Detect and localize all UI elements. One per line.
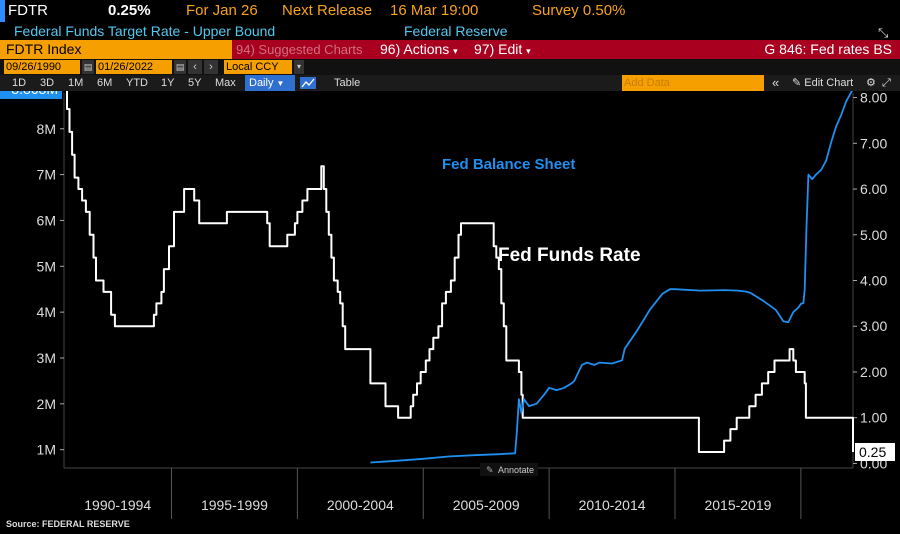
fed-balance-sheet-line: [370, 91, 853, 464]
expand-icon[interactable]: ⤡: [878, 25, 889, 40]
right-tick-label: 4.00: [860, 273, 887, 289]
left-tick-label: 8M: [37, 121, 56, 137]
period-1d[interactable]: 1D: [12, 77, 27, 89]
date-range-bar: 09/26/1990 ▤ 01/26/2022 ▤ ‹ › Local CCY …: [0, 59, 900, 75]
previous-period-button[interactable]: ‹: [188, 60, 202, 74]
suggested-charts-button[interactable]: 94) Suggested Charts: [236, 42, 363, 57]
right-last-value-badge: [855, 442, 895, 461]
line-chart-glyph: [301, 78, 315, 88]
annotate-button-bg: [480, 463, 538, 476]
period-ytd[interactable]: YTD: [126, 77, 148, 89]
right-tick-label: 3.00: [860, 318, 887, 334]
x-tick-label: 2015-2019: [704, 497, 771, 513]
period-max[interactable]: Max: [215, 77, 236, 89]
pencil-icon: ✎: [486, 465, 494, 475]
survey-label: Survey 0.50%: [532, 2, 626, 19]
annotation-fed-funds-rate: Fed Funds Rate: [498, 245, 641, 266]
right-axis: 0.001.002.003.004.005.006.007.008.00: [853, 91, 887, 471]
chevron-down-icon: ▾: [453, 46, 458, 56]
period-6m[interactable]: 6M: [97, 77, 113, 89]
right-tick-label: 5.00: [860, 227, 887, 243]
chevron-down-icon[interactable]: ▾: [294, 60, 304, 74]
actions-menu[interactable]: 96) Actions ▾: [380, 40, 458, 59]
left-tick-label: 3M: [37, 350, 56, 366]
header-bar: FDTR 0.25% For Jan 26 Next Release 16 Ma…: [0, 0, 900, 22]
chart: 1990-1994 1995-1999 2000-2004 2005-2009 2010…: [0, 91, 900, 519]
ticker-marker: [0, 0, 5, 22]
last-value-labels: 8.868M 0.25: [0, 91, 895, 461]
start-date-field[interactable]: 09/26/1990: [4, 60, 80, 74]
command-bar: FDTR Index 94) Suggested Charts 96) Acti…: [0, 40, 900, 59]
period-1y[interactable]: 1Y: [161, 77, 175, 89]
header-description-bar: Federal Funds Target Rate - Upper Bound …: [0, 22, 900, 40]
next-release-label: Next Release: [282, 2, 373, 19]
x-tick-label: 2010-2014: [579, 497, 646, 513]
frequency-label: Daily: [249, 77, 274, 89]
next-period-button[interactable]: ›: [204, 60, 218, 74]
currency-select[interactable]: Local CCY: [224, 60, 292, 74]
chevron-down-icon: ▾: [526, 46, 531, 56]
ticker-value: 0.25%: [108, 2, 151, 19]
add-data-input[interactable]: Add Data: [622, 75, 764, 91]
right-tick-label: 2.00: [860, 364, 887, 380]
right-tick-label: 7.00: [860, 135, 887, 151]
period-1m[interactable]: 1M: [68, 77, 84, 89]
annotate-label: Annotate: [498, 465, 534, 475]
edit-label: 97) Edit: [474, 41, 523, 57]
source-note: Source: FEDERAL RESERVE: [6, 519, 130, 529]
series-group: [66, 91, 854, 464]
annotate-button[interactable]: ✎ Annotate: [480, 463, 538, 476]
period-bar: 1D 3D 1M 6M YTD 1Y 5Y Max Daily ▼ Table …: [0, 75, 900, 91]
annotation-fed-balance-sheet: Fed Balance Sheet: [442, 156, 575, 173]
left-last-value: 8.868M: [11, 91, 58, 97]
left-tick-label: 1M: [37, 442, 56, 458]
ticker[interactable]: FDTR: [8, 2, 48, 19]
edit-menu[interactable]: 97) Edit ▾: [474, 40, 531, 59]
line-chart-icon[interactable]: [300, 77, 316, 89]
index-field[interactable]: FDTR Index: [0, 40, 232, 59]
frequency-select[interactable]: Daily ▼: [245, 75, 295, 91]
x-axis: 1990-1994 1995-1999 2000-2004 2005-2009 2010…: [84, 468, 802, 519]
right-tick-label: 1.00: [860, 410, 887, 426]
left-tick-label: 5M: [37, 258, 56, 274]
left-tick-label: 7M: [37, 167, 56, 183]
calendar-icon[interactable]: ▤: [174, 60, 186, 74]
period-5y[interactable]: 5Y: [188, 77, 202, 89]
left-axis: 1M 2M 3M 4M 5M 6M 7M 8M: [37, 121, 64, 458]
edit-chart-button[interactable]: ✎ Edit Chart: [792, 75, 853, 91]
source-name: Federal Reserve: [404, 23, 508, 39]
next-release-value: 16 Mar 19:00: [390, 2, 479, 19]
right-last-value: 0.25: [859, 444, 886, 460]
right-tick-label: 8.00: [860, 91, 887, 106]
fed-funds-rate-line: [66, 91, 854, 453]
actions-label: 96) Actions: [380, 41, 450, 57]
x-tick-label: 2000-2004: [327, 497, 394, 513]
chevron-down-icon: ▼: [276, 79, 285, 88]
x-tick-label: 1995-1999: [201, 497, 268, 513]
pencil-icon: ✎: [792, 77, 802, 89]
collapse-icon[interactable]: «: [772, 75, 780, 90]
left-tick-label: 2M: [37, 396, 56, 412]
left-last-value-badge: [0, 91, 62, 99]
x-tick-label: 2005-2009: [453, 497, 520, 513]
table-view-button[interactable]: Table: [334, 77, 361, 89]
chart-background: [0, 91, 900, 519]
left-tick-label: 4M: [37, 304, 56, 320]
chart-title: G 846: Fed rates BS: [764, 41, 892, 57]
zoom-icon[interactable]: ⤢: [882, 77, 891, 89]
series-description: Federal Funds Target Rate - Upper Bound: [14, 23, 276, 39]
period-3d[interactable]: 3D: [40, 77, 55, 89]
end-date-field[interactable]: 01/26/2022: [96, 60, 172, 74]
edit-chart-label: Edit Chart: [804, 77, 854, 89]
for-date: For Jan 26: [186, 2, 258, 19]
right-tick-label: 6.00: [860, 181, 887, 197]
calendar-icon[interactable]: ▤: [82, 60, 94, 74]
x-tick-label: 1990-1994: [84, 497, 151, 513]
settings-icon[interactable]: ⚙: [866, 77, 876, 89]
left-tick-label: 6M: [37, 212, 56, 228]
